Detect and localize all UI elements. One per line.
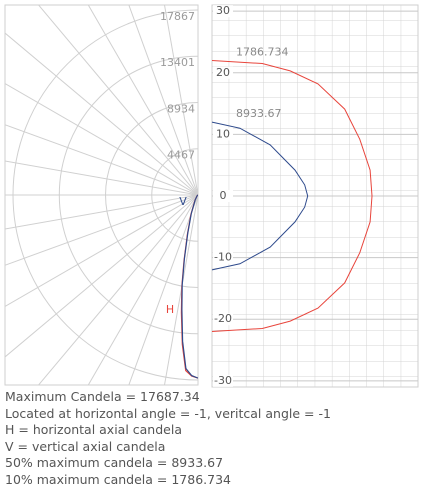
- y-tick-label: -20: [214, 312, 232, 325]
- candela-curve: [181, 194, 198, 379]
- radial-line: [37, 194, 198, 385]
- radial-line: [128, 194, 198, 385]
- tick-label-bg: [213, 251, 233, 264]
- r-tick-label: 17867: [160, 10, 195, 23]
- radial-line: [163, 5, 198, 196]
- ring-line: [151, 148, 198, 242]
- radial-line: [5, 160, 198, 196]
- ring-line: [12, 9, 198, 381]
- note-line: Located at horizontal angle = -1, veritc…: [5, 405, 331, 421]
- contour-line: [211, 121, 309, 271]
- curve-label: V: [179, 195, 187, 208]
- radial-line: [87, 5, 198, 196]
- radial-line: [5, 194, 198, 308]
- contour-label: 1786.734: [236, 45, 289, 58]
- radial-line: [5, 194, 198, 266]
- radial-line: [128, 5, 198, 196]
- note-line: Maximum Candela = 17687.34: [5, 389, 200, 404]
- radial-line: [5, 82, 198, 196]
- y-tick-label: 20: [216, 66, 230, 79]
- tick-label-bg: [213, 66, 233, 79]
- tick-label-bg: [213, 190, 233, 202]
- y-tick-label: 0: [220, 189, 227, 202]
- y-tick-label: 30: [216, 4, 230, 17]
- note-line: 10% maximum candela = 1786.734: [5, 471, 231, 487]
- charts: 30 20 10 0 -10 -20 -30 1786.734 8933.67 4467 8934…: [4, 4, 419, 388]
- ring-line: [105, 101, 198, 289]
- ring-line: [58, 55, 198, 335]
- tick-label-bg: [213, 374, 233, 387]
- contour-line: [211, 60, 373, 332]
- y-tick-label: -10: [214, 251, 232, 264]
- note-line: H = horizontal axial candela: [5, 422, 182, 437]
- tick-label-bg: [213, 313, 233, 326]
- radial-line: [5, 194, 198, 358]
- isocandela-plot: 30 20 10 0 -10 -20 -30 1786.734 8933.67: [211, 4, 418, 387]
- note-line: V = vertical axial candela: [5, 438, 166, 454]
- curve-label: H: [166, 303, 174, 316]
- r-tick-label: 13401: [160, 56, 195, 69]
- r-tick-label: 8934: [167, 102, 195, 115]
- radial-line: [5, 32, 198, 196]
- r-tick-label: 4467: [167, 149, 195, 162]
- polar-plot: [5, 5, 198, 385]
- radial-line: [37, 5, 198, 196]
- radial-line: [163, 194, 198, 385]
- radial-line: [5, 194, 198, 230]
- y-tick-label: -30: [214, 374, 232, 387]
- y-tick-label: 10: [216, 127, 230, 140]
- note-line: 50% maximum candela = 8933.67: [5, 455, 224, 470]
- tick-label-bg: [213, 128, 233, 141]
- tick-label-bg: [213, 5, 233, 18]
- radial-line: [5, 124, 198, 196]
- radial-line: [87, 194, 198, 385]
- contour-label: 8933.67: [236, 107, 282, 120]
